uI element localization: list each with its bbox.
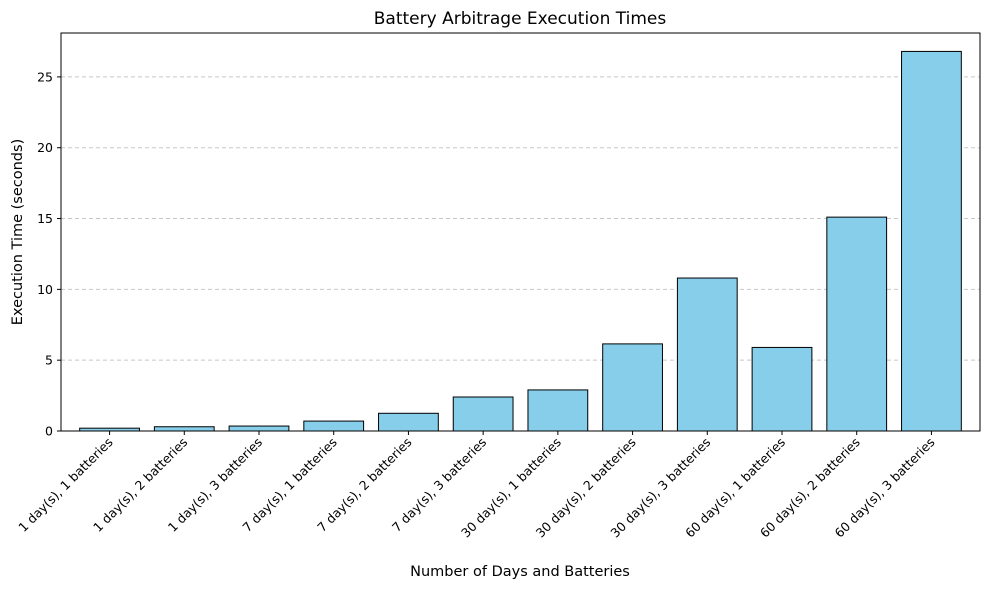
plot-frame xyxy=(60,32,981,432)
bar xyxy=(378,412,439,432)
bar xyxy=(602,343,663,432)
y-axis-label: Execution Time (seconds) xyxy=(10,139,26,325)
y-tick-label: 25 xyxy=(37,69,53,84)
y-tick-label: 0 xyxy=(45,424,53,439)
chart-title: Battery Arbitrage Execution Times xyxy=(374,9,667,29)
bar xyxy=(153,426,215,432)
bar xyxy=(303,420,365,432)
bar xyxy=(901,50,962,432)
bar xyxy=(452,396,514,432)
bar xyxy=(826,216,888,432)
y-tick-label: 5 xyxy=(45,353,53,368)
bars xyxy=(79,50,962,432)
y-axis-ticks: 0 5 10 15 20 25 xyxy=(37,69,61,439)
bar xyxy=(527,389,589,432)
bar xyxy=(228,425,290,432)
x-axis-label: Number of Days and Batteries xyxy=(410,564,630,580)
y-tick-label: 20 xyxy=(37,140,53,155)
bar xyxy=(751,346,813,432)
y-tick-label: 10 xyxy=(37,282,53,297)
bar xyxy=(676,277,738,432)
y-tick-label: 15 xyxy=(37,211,53,226)
